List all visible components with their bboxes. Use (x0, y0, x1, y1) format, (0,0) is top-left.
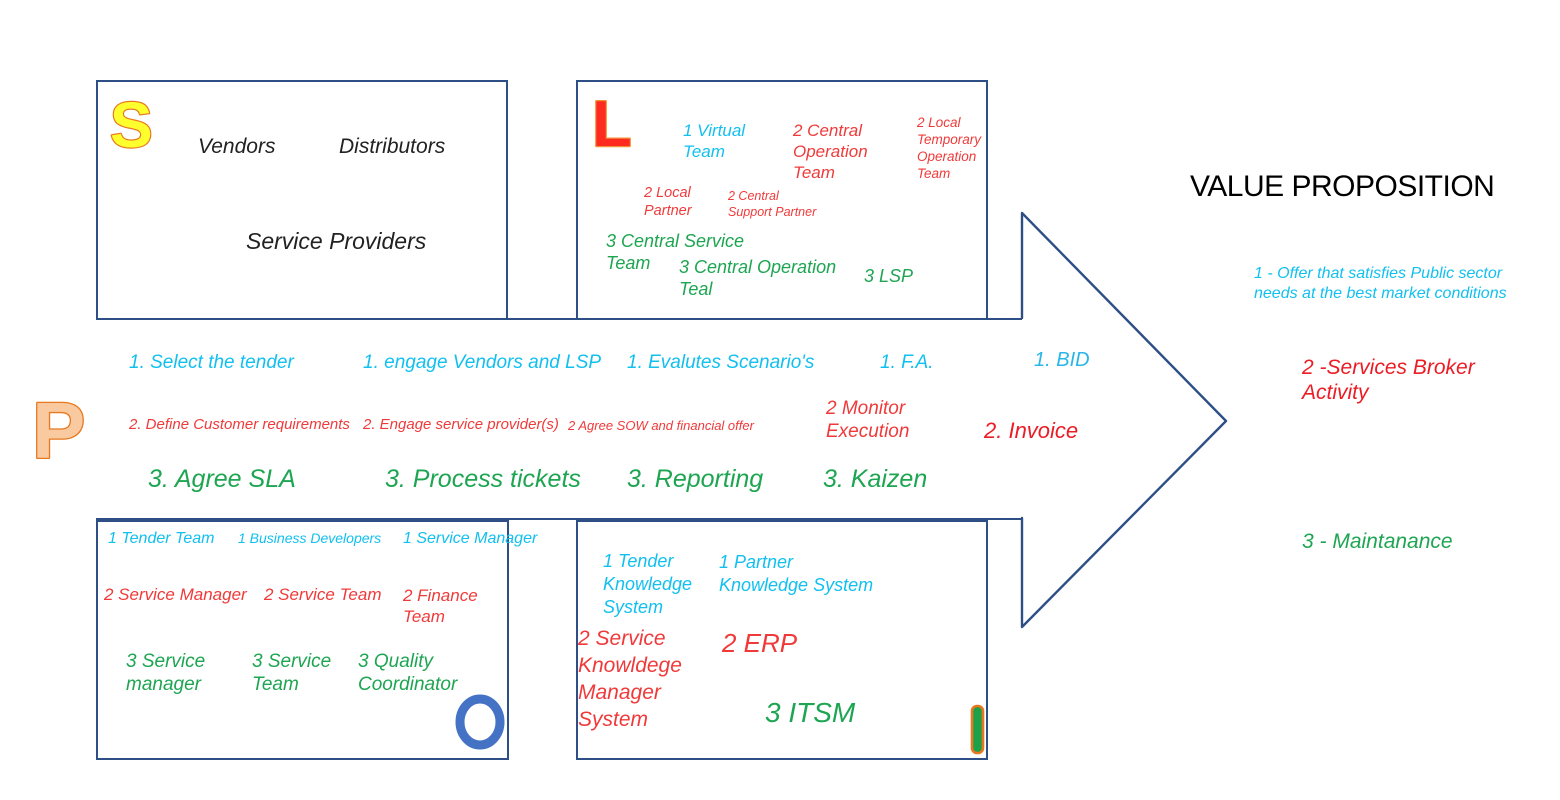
svg-text:P: P (32, 386, 85, 475)
svg-text:S: S (110, 89, 153, 161)
svg-text:L: L (592, 87, 632, 160)
